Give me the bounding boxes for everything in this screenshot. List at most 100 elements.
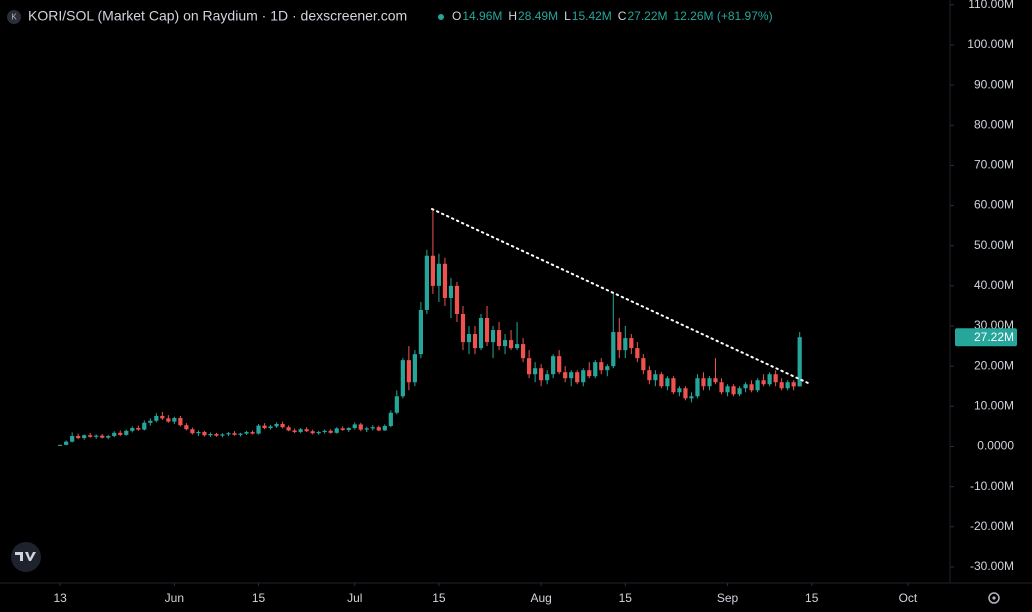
candle-body [454, 285, 460, 314]
candle-body [575, 372, 580, 383]
candle-body [214, 434, 219, 436]
y-tick-label: -30.00M [970, 559, 1014, 573]
candle-body [785, 382, 790, 389]
candle-body [370, 427, 375, 429]
candle-body [400, 360, 405, 397]
candle-body [220, 434, 225, 436]
x-tick-label: 13 [53, 591, 67, 605]
candle-body [352, 424, 357, 429]
candle-body [442, 263, 448, 298]
candle-body [58, 444, 63, 446]
price-change: 12.26M (+81.97%) [674, 9, 773, 23]
last-price-label: 27.22M [974, 330, 1014, 344]
y-tick-label: -10.00M [970, 479, 1014, 493]
candle-body [563, 372, 568, 379]
tv-logo [11, 542, 41, 572]
logo-bg [11, 542, 41, 572]
candle-body [130, 428, 135, 431]
candle-body [394, 396, 399, 413]
candle-body [172, 417, 177, 422]
ohlc-key: H [508, 9, 517, 23]
candle-body [268, 426, 273, 429]
candle-body [557, 356, 562, 373]
candle-body [496, 330, 502, 347]
x-tick-label: Aug [530, 591, 551, 605]
settings[interactable] [988, 592, 1000, 604]
candle-body [70, 436, 75, 442]
candle-body [280, 424, 285, 428]
candle-body [569, 372, 574, 379]
x-tick-label: Oct [899, 591, 918, 605]
candle-body [100, 435, 105, 438]
candle-body [502, 340, 508, 347]
candle-body [274, 424, 279, 427]
candle-body [749, 384, 754, 391]
x-tick-label: 15 [619, 591, 633, 605]
plot-area [58, 209, 802, 446]
candle-body [791, 382, 796, 387]
candle-body [581, 370, 586, 383]
ohlc-value: 27.22M [627, 9, 667, 23]
candle-body [695, 378, 700, 397]
candle-body [731, 386, 736, 395]
x-tick-label: Sep [717, 591, 739, 605]
header: K KORI/SOL (Market Cap) on Raydium · 1D … [7, 8, 773, 24]
candle-body [659, 374, 664, 387]
y-tick-label: 110.00M [968, 0, 1014, 11]
candle-body [364, 428, 369, 430]
candle-body [412, 354, 417, 383]
candle-body [713, 378, 718, 383]
candle-body [346, 428, 351, 431]
ohlc-value: 15.42M [572, 9, 612, 23]
candle-body [773, 374, 778, 383]
settings-icon[interactable] [988, 592, 1000, 604]
candle-body [520, 344, 526, 359]
candle-body [743, 384, 748, 389]
candle-body [136, 428, 141, 430]
y-tick-label: 100.00M [967, 37, 1014, 51]
candle-body [617, 332, 622, 351]
y-tick-label: 20.00M [974, 358, 1014, 372]
candle-body [64, 441, 69, 445]
candle-body [262, 425, 267, 429]
candle-body [118, 432, 123, 435]
candle-body [551, 356, 556, 375]
candle-body [478, 318, 484, 349]
candle-body [490, 330, 496, 343]
candle-body [755, 380, 760, 391]
candle-body [665, 378, 670, 387]
candle-body [689, 396, 694, 399]
candle-body [244, 432, 249, 434]
y-tick-label: 40.00M [974, 278, 1014, 292]
candle-body [304, 429, 309, 432]
x-tick-label: 15 [805, 591, 819, 605]
candle-body [196, 432, 201, 434]
candle-body [514, 344, 520, 349]
y-tick-label: 60.00M [974, 198, 1014, 212]
settings-dot[interactable] [992, 596, 996, 600]
candle-body [683, 388, 688, 399]
candle-body [226, 433, 231, 435]
candle-body [232, 433, 237, 435]
candle-body [142, 422, 147, 430]
candle-body [208, 434, 213, 436]
y-tick-label: 50.00M [974, 238, 1014, 252]
icon-letter: K [11, 13, 17, 22]
candle-body [761, 380, 766, 385]
candle-body [593, 362, 598, 377]
candle-body [166, 418, 171, 422]
y-tick-label: -20.00M [970, 519, 1014, 533]
x-tick-label: 15 [432, 591, 446, 605]
candle-body [677, 388, 682, 393]
candle-body [533, 368, 538, 375]
candle-body [599, 362, 604, 371]
candle-body [767, 374, 772, 385]
candle-body [178, 417, 183, 426]
candle-body [635, 348, 640, 359]
candle-body [286, 427, 291, 431]
candle-body [797, 337, 802, 387]
ohlc-key: L [564, 9, 571, 23]
candle-body [334, 428, 339, 433]
